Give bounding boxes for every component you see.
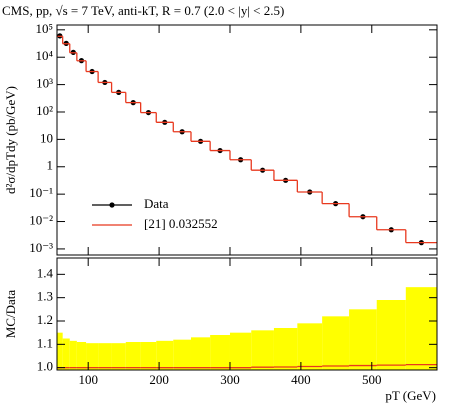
uncertainty-band (210, 335, 230, 370)
y-tick-label: 1.2 (37, 312, 53, 327)
uncertainty-band (86, 343, 99, 370)
y-tick-label: 1 (47, 158, 54, 173)
x-tick-label: 300 (220, 372, 240, 387)
y-tick-label: 10⁻² (29, 213, 53, 228)
uncertainty-band (76, 342, 87, 370)
legend-marker (109, 202, 115, 208)
x-tick-label: 100 (78, 372, 98, 387)
x-axis-label: pT (GeV) (385, 388, 436, 403)
y-tick-label: 1.4 (37, 265, 54, 280)
y-tick-label: 10⁵ (35, 21, 53, 36)
uncertainty-band (111, 343, 126, 370)
uncertainty-band (273, 328, 298, 370)
x-tick-label: 500 (362, 372, 382, 387)
uncertainty-band (156, 340, 174, 370)
legend-label: [21] 0.032552 (144, 216, 218, 231)
y-tick-label: 1.3 (37, 289, 53, 304)
uncertainty-band (405, 287, 437, 370)
legend-label: Data (144, 196, 169, 211)
uncertainty-band (57, 332, 63, 370)
uncertainty-band (322, 316, 350, 370)
y-tick-label: 10⁴ (35, 48, 53, 63)
uncertainty-band (173, 339, 191, 370)
chart-title: CMS, pp, √s = 7 TeV, anti-kT, R = 0.7 (2… (2, 3, 284, 18)
y-tick-label: 10⁻³ (29, 240, 53, 255)
uncertainty-band (229, 332, 252, 370)
y-axis-label: MC/Data (3, 290, 18, 339)
y-axis-label: d²σ/dpTdy (pb/GeV) (3, 86, 18, 194)
uncertainty-band (98, 343, 112, 370)
x-tick-label: 200 (149, 372, 169, 387)
uncertainty-band (349, 309, 377, 370)
uncertainty-band (140, 342, 157, 370)
plot-area (57, 287, 437, 370)
uncertainty-band (125, 342, 141, 370)
y-tick-label: 10³ (36, 76, 53, 91)
frame (56, 24, 438, 256)
frame (56, 257, 438, 371)
y-tick-label: 1.0 (37, 359, 53, 374)
uncertainty-band (251, 330, 274, 370)
plot-area (57, 33, 437, 246)
y-tick-label: 10 (40, 130, 53, 145)
y-tick-label: 10² (36, 103, 53, 118)
uncertainty-band (190, 337, 211, 370)
uncertainty-band (297, 323, 323, 370)
uncertainty-band (69, 340, 77, 370)
uncertainty-band (62, 338, 70, 370)
x-tick-label: 400 (291, 372, 311, 387)
y-tick-label: 1.1 (37, 335, 53, 350)
y-tick-label: 10⁻¹ (29, 185, 53, 200)
uncertainty-band (376, 300, 406, 370)
